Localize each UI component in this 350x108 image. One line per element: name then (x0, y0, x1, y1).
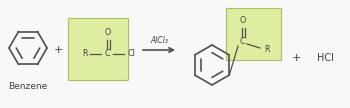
Text: +: + (53, 45, 63, 55)
Text: +: + (291, 53, 301, 63)
Bar (226, 8, 281, 60)
Text: HCl: HCl (316, 53, 334, 63)
Text: C: C (104, 49, 110, 59)
Text: Cl: Cl (128, 49, 136, 59)
Text: R: R (264, 44, 270, 53)
Bar (68, 18, 128, 80)
Text: R: R (82, 49, 88, 59)
Text: C: C (239, 37, 245, 47)
Text: O: O (105, 28, 111, 37)
Text: AlCl₃: AlCl₃ (150, 36, 168, 45)
Text: O: O (240, 16, 246, 25)
Text: Benzene: Benzene (8, 82, 48, 91)
